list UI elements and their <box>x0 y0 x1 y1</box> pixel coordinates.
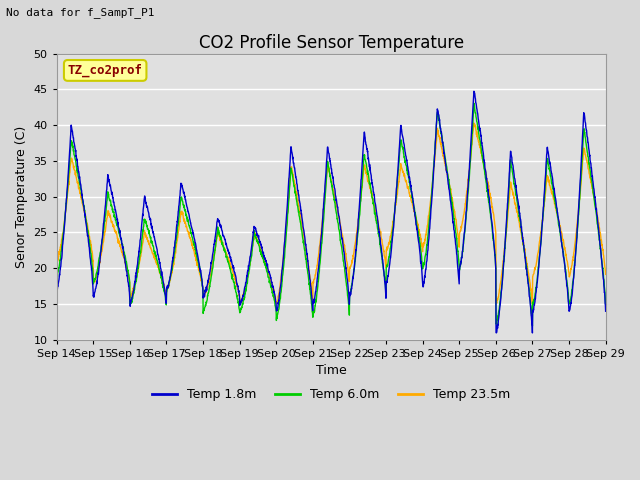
Temp 1.8m <box>569 283 577 288</box>
Temp 6.0m <box>470 100 478 106</box>
Temp 1.8m <box>492 330 500 336</box>
Temp 1.8m <box>602 308 609 314</box>
Temp 23.5m <box>602 272 609 277</box>
Text: TZ_co2prof: TZ_co2prof <box>68 64 143 77</box>
Temp 23.5m <box>491 222 499 228</box>
Temp 6.0m <box>347 287 355 292</box>
Line: Temp 6.0m: Temp 6.0m <box>57 103 605 326</box>
Temp 1.8m <box>206 270 214 276</box>
Temp 1.8m <box>554 210 561 216</box>
Line: Temp 23.5m: Temp 23.5m <box>57 123 605 304</box>
Legend: Temp 1.8m, Temp 6.0m, Temp 23.5m: Temp 1.8m, Temp 6.0m, Temp 23.5m <box>147 383 515 406</box>
Temp 23.5m <box>529 301 536 307</box>
Temp 1.8m <box>359 152 367 158</box>
Temp 23.5m <box>347 264 355 269</box>
Temp 1.8m <box>491 251 499 257</box>
Text: No data for f_SampT_P1: No data for f_SampT_P1 <box>6 7 155 18</box>
Temp 23.5m <box>359 176 367 181</box>
Temp 6.0m <box>554 215 561 220</box>
Line: Temp 1.8m: Temp 1.8m <box>57 91 605 333</box>
Temp 1.8m <box>347 290 355 296</box>
X-axis label: Time: Time <box>316 364 346 377</box>
Temp 6.0m <box>206 284 214 289</box>
Temp 6.0m <box>602 301 609 307</box>
Temp 23.5m <box>470 120 478 126</box>
Temp 23.5m <box>554 213 561 219</box>
Temp 6.0m <box>569 279 577 285</box>
Temp 6.0m <box>359 169 367 175</box>
Temp 6.0m <box>491 252 499 258</box>
Temp 6.0m <box>53 271 61 276</box>
Temp 1.8m <box>53 285 61 291</box>
Temp 6.0m <box>529 323 536 329</box>
Temp 23.5m <box>206 275 214 281</box>
Title: CO2 Profile Sensor Temperature: CO2 Profile Sensor Temperature <box>198 34 464 52</box>
Temp 23.5m <box>53 258 61 264</box>
Y-axis label: Senor Temperature (C): Senor Temperature (C) <box>15 126 28 268</box>
Temp 23.5m <box>569 258 577 264</box>
Temp 1.8m <box>470 88 478 94</box>
